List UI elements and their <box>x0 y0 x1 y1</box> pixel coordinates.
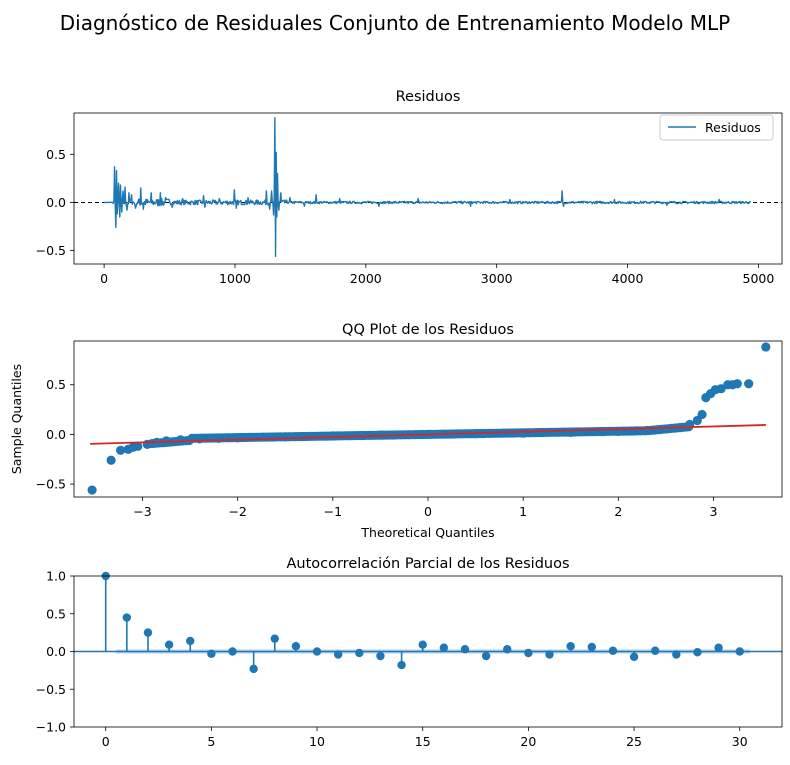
pacf-marker <box>460 645 470 654</box>
pacf-marker <box>291 642 301 651</box>
y-tick-label: 0.5 <box>46 377 66 392</box>
qq-point <box>116 445 126 455</box>
x-tick-label: 30 <box>732 734 748 749</box>
x-tick-label: 0 <box>424 504 432 519</box>
x-tick-label: 3 <box>710 504 718 519</box>
qq-point <box>716 384 726 394</box>
axes-frame <box>73 575 783 728</box>
qq-point <box>233 433 243 443</box>
qq-point <box>732 379 742 389</box>
qq-point <box>661 424 671 434</box>
y-tick-label: 0.0 <box>46 195 66 210</box>
qq-point <box>195 434 205 444</box>
y-tick-label: −0.5 <box>36 243 66 258</box>
qq-point <box>697 409 707 420</box>
pacf-marker <box>207 649 216 658</box>
pacf-marker <box>481 651 491 661</box>
qq-point <box>518 428 528 438</box>
x-tick-label: 5000 <box>743 271 775 286</box>
pacf-marker <box>355 648 364 658</box>
residuals-time-series-panel: Residuos 0 1000 2000 3000 4000 5000 −0.5 0.0 0.5 R… <box>36 89 783 286</box>
x-axis-label: Theoretical Quantiles <box>360 525 494 540</box>
pacf-marker <box>312 647 322 656</box>
x-tick-label: 4000 <box>612 271 644 286</box>
x-tick-label: 1000 <box>219 271 251 286</box>
qq-point <box>142 439 152 449</box>
qq-point <box>744 379 754 389</box>
qq-point <box>175 435 186 445</box>
qq-point <box>566 427 576 438</box>
axes-frame <box>73 112 783 265</box>
pacf-marker <box>270 634 279 643</box>
qq-point <box>761 342 771 352</box>
pacf-marker <box>545 650 554 659</box>
x-tick-label: 25 <box>626 734 642 749</box>
pacf-marker <box>524 648 533 658</box>
qq-point <box>106 455 116 465</box>
y-tick-label: −0.5 <box>36 477 66 492</box>
y-tick-label: 0.5 <box>46 606 66 621</box>
legend-label: Residuos <box>705 120 761 135</box>
pacf-marker <box>587 642 596 652</box>
x-tick-label: −1 <box>324 504 342 519</box>
x-tick-label: 3000 <box>481 271 513 286</box>
qq-reference-line <box>90 424 766 445</box>
pacf-marker <box>228 647 237 656</box>
pacf-marker <box>186 636 195 646</box>
pacf-marker <box>672 650 681 659</box>
pacf-marker <box>629 652 639 661</box>
pacf-marker <box>714 643 723 652</box>
qq-plot-panel: QQ Plot de los Residuos −3 −2 −1 0 1 2 3 −0.5 0.0… <box>9 322 783 540</box>
axes-frame <box>73 340 783 498</box>
pacf-marker <box>418 640 427 649</box>
pacf-marker <box>650 646 660 655</box>
y-tick-label: −1.0 <box>36 720 66 735</box>
qq-point <box>87 485 97 495</box>
x-tick-label: 5 <box>207 734 215 749</box>
x-tick-label: 20 <box>520 734 536 749</box>
pacf-marker <box>566 642 575 651</box>
qq-point <box>280 432 290 442</box>
pacf-marker <box>397 660 406 670</box>
pacf-marker <box>333 650 343 659</box>
qq-point <box>642 425 652 436</box>
figure-title: Diagnóstico de Residuales Conjunto de En… <box>60 11 730 35</box>
pacf-marker <box>693 648 702 657</box>
x-tick-label: 10 <box>309 734 325 749</box>
panel-title: Residuos <box>396 89 461 105</box>
y-tick-label: 1.0 <box>46 569 66 584</box>
pacf-marker <box>164 640 174 649</box>
qq-point <box>133 441 143 451</box>
x-tick-label: 0 <box>100 271 108 286</box>
y-tick-label: −0.5 <box>36 682 66 697</box>
pacf-marker <box>735 647 744 656</box>
pacf-marker <box>439 643 449 652</box>
y-tick-label: 0.0 <box>46 427 66 442</box>
pacf-marker <box>376 651 385 661</box>
panel-title: QQ Plot de los Residuos <box>342 322 514 338</box>
partial-autocorrelation-panel: Autocorrelación Parcial de los Residuos 0… <box>36 556 783 749</box>
x-tick-label: 2000 <box>350 271 382 286</box>
x-tick-label: −3 <box>133 504 151 519</box>
x-tick-label: 1 <box>519 504 527 519</box>
x-tick-label: 0 <box>102 734 110 749</box>
legend: Residuos <box>659 114 774 141</box>
x-tick-label: −2 <box>228 504 246 519</box>
legend-box <box>659 114 774 141</box>
qq-point <box>214 433 224 443</box>
pacf-marker <box>608 646 618 655</box>
y-tick-label: 0.0 <box>46 644 66 659</box>
panel-title: Autocorrelación Parcial de los Residuos <box>286 556 569 572</box>
pacf-marker <box>503 645 512 654</box>
pacf-marker <box>122 613 132 622</box>
y-tick-label: 0.5 <box>46 147 66 162</box>
x-tick-label: 2 <box>614 504 622 519</box>
y-axis-label: Sample Quantiles <box>9 364 24 474</box>
x-tick-label: 15 <box>415 734 431 749</box>
residuals-series-line <box>103 117 752 258</box>
qq-point <box>328 431 338 441</box>
pacf-marker <box>143 628 153 637</box>
pacf-marker <box>249 664 258 674</box>
